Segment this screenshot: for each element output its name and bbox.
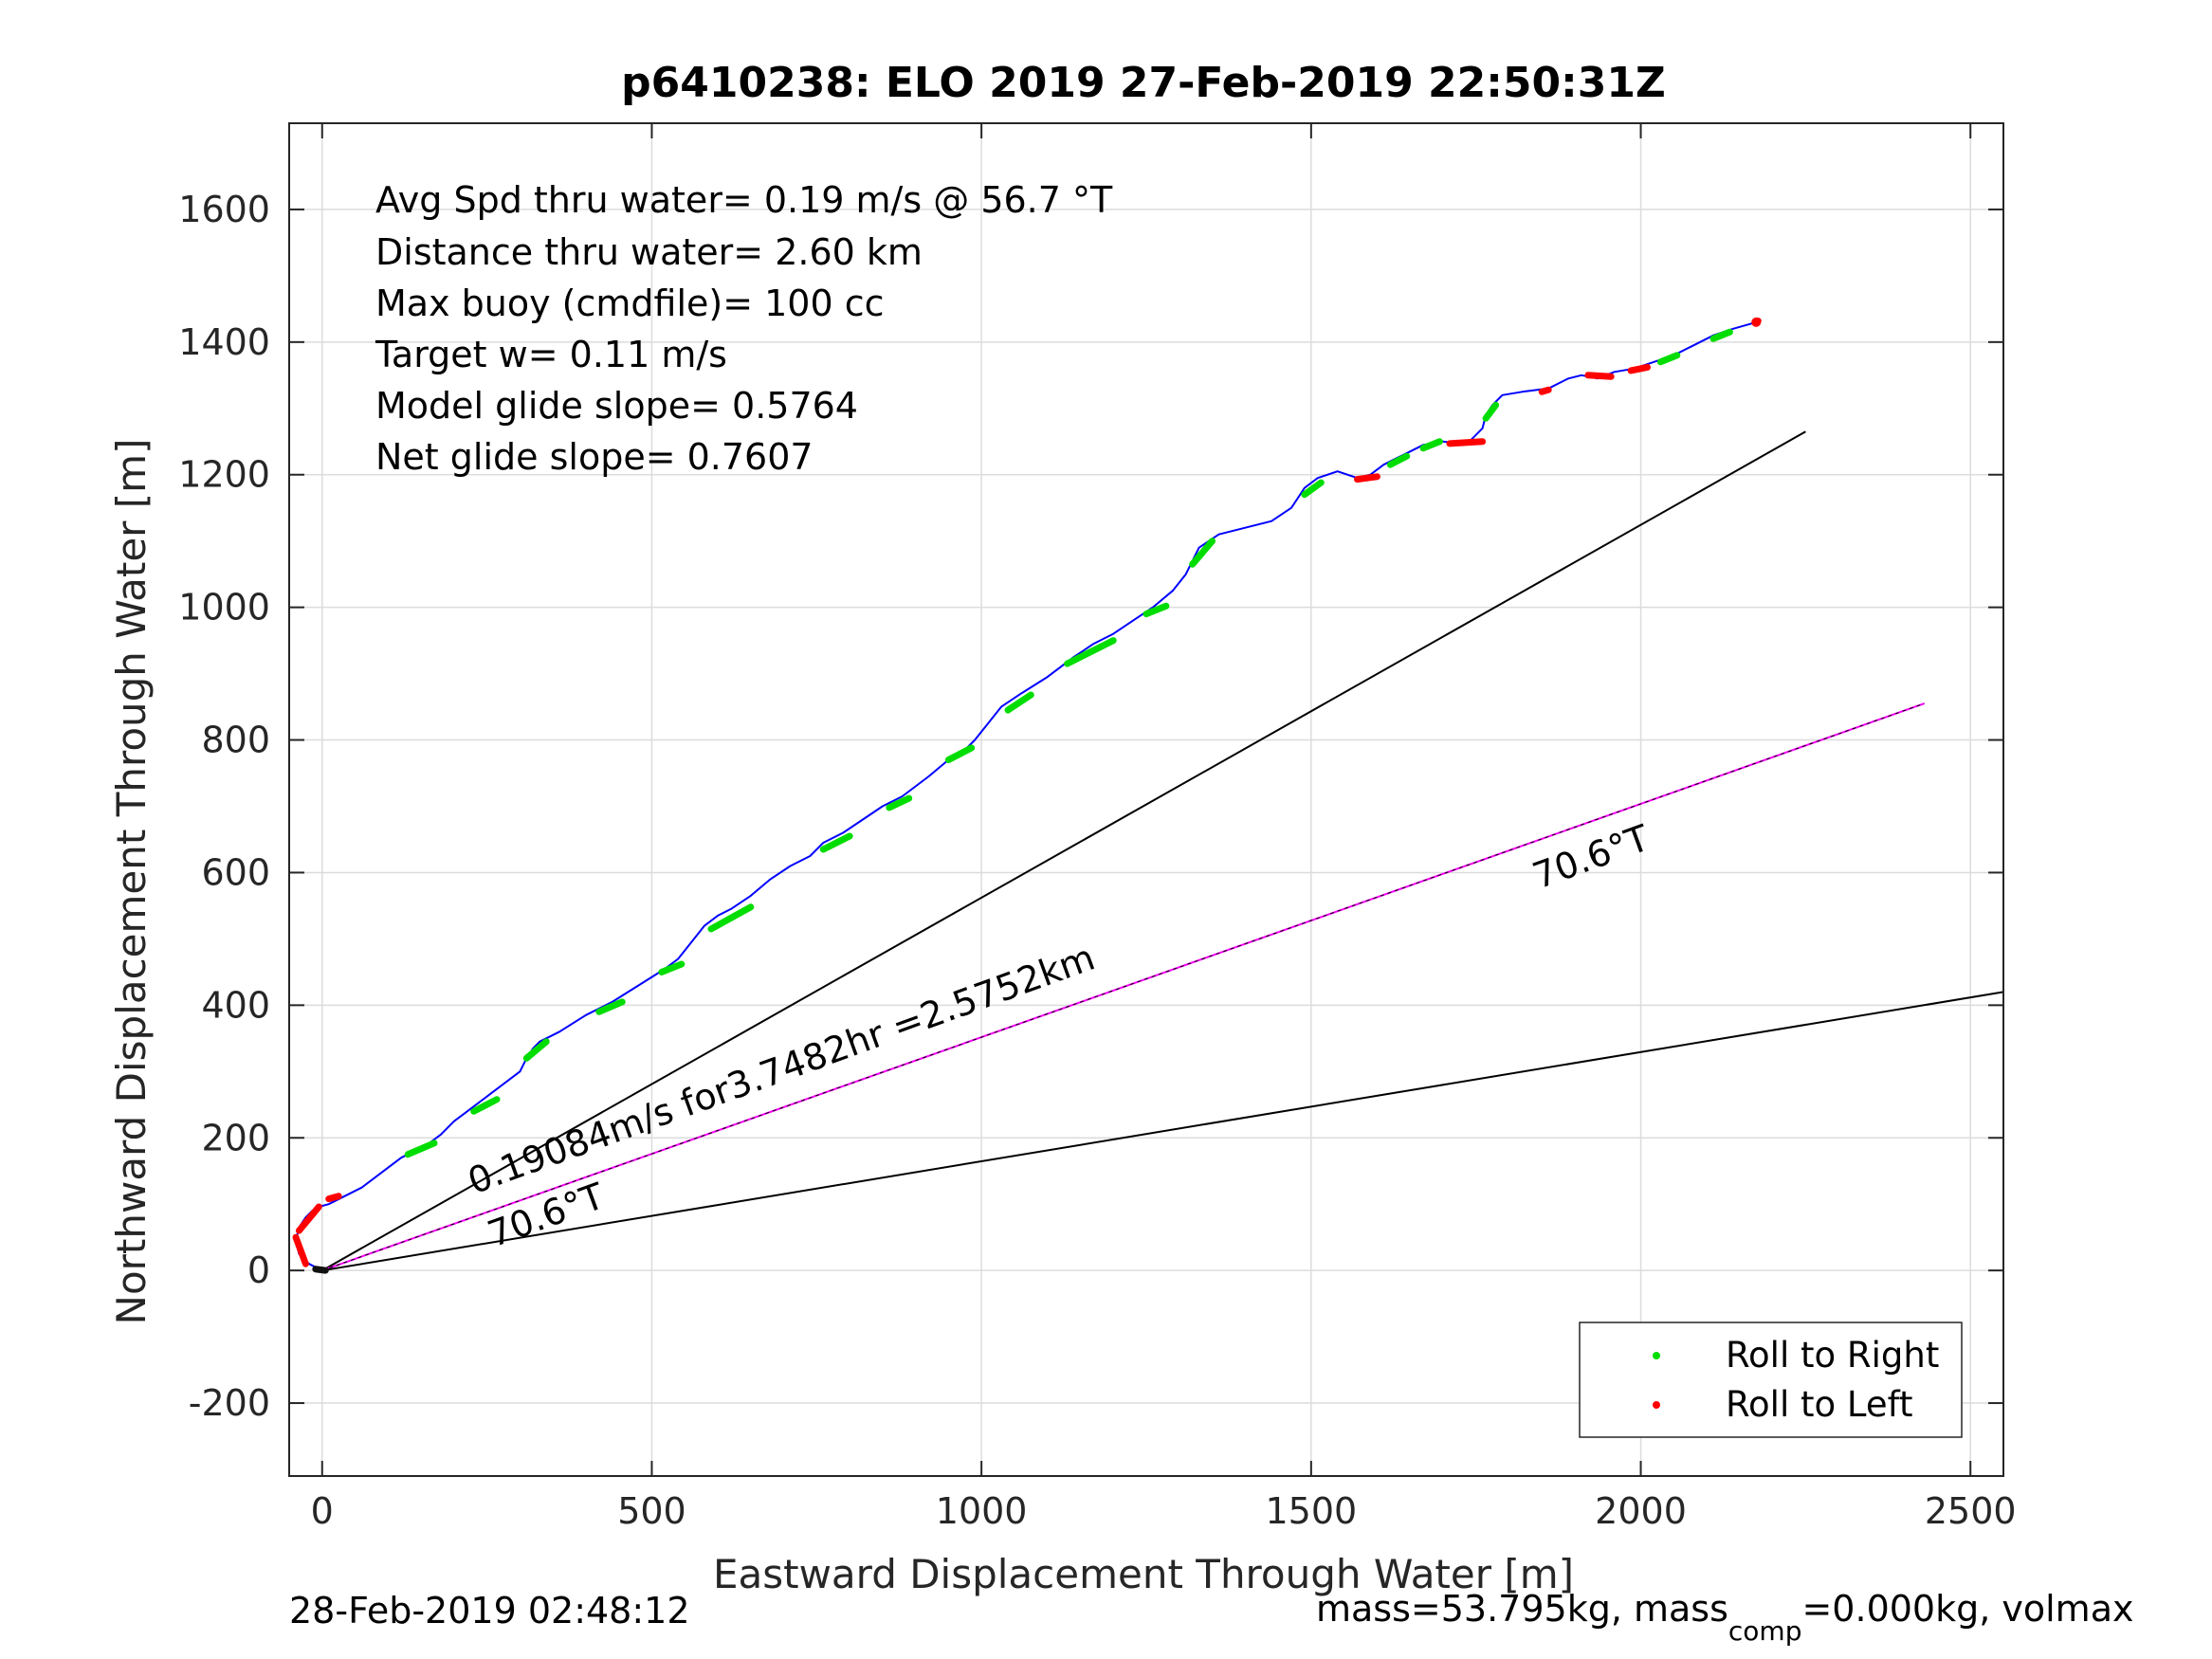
roll-left-marker-segment (1446, 438, 1487, 447)
roll-right-marker-segment (658, 960, 686, 975)
y-tick-label: -200 (189, 1382, 270, 1424)
y-tick-label: 0 (247, 1249, 270, 1291)
x-axis-label: Eastward Displacement Through Water [m] (713, 1551, 1574, 1597)
axes-box (288, 122, 2004, 1477)
x-tick-label: 1000 (936, 1490, 1028, 1532)
roll-left-marker-segment (292, 1233, 309, 1267)
footer-mass-sub: comp (1728, 1615, 1802, 1647)
x-tick-label: 500 (617, 1490, 686, 1532)
roll-right-marker-segment (1419, 438, 1443, 452)
roll-left-marker-segment (1627, 363, 1651, 374)
roll-left-marker-segment (1584, 372, 1615, 380)
roll-right-marker-segment (944, 744, 976, 763)
roll-left-marker-segment (295, 1203, 322, 1234)
y-tick-label: 1600 (178, 189, 270, 230)
roll-right-marker-segment (819, 832, 853, 853)
y-tick-label: 800 (201, 720, 270, 761)
roll-right-marker-segment (707, 903, 755, 933)
roll-right-marker-segment (1656, 352, 1681, 366)
footer-mass-info: mass=53.795kg, masscomp=0.000kg, volmax (1316, 1588, 2133, 1647)
y-tick-label: 1200 (178, 454, 270, 496)
chart-title: p6410238: ELO 2019 27-Feb-2019 22:50:31Z (621, 59, 1666, 107)
info-line-max-buoy: Max buoy (cmdfile)= 100 cc (375, 283, 885, 324)
roll-right-marker-segment (1189, 538, 1216, 568)
plot-area (289, 123, 2003, 1476)
info-line-model-glide: Model glide slope= 0.5764 (375, 385, 858, 427)
roll-right-marker-segment (1301, 479, 1325, 499)
y-tick-label: 600 (201, 851, 270, 893)
roll-right-marker-segment (522, 1038, 550, 1062)
roll-right-marker-segment (1709, 328, 1733, 342)
info-line-avg-speed: Avg Spd thru water= 0.19 m/s @ 56.7 °T (375, 179, 1113, 221)
legend-marker-roll-left (1653, 1401, 1660, 1409)
x-tick-label: 0 (311, 1490, 334, 1532)
x-tick-label: 2000 (1595, 1490, 1687, 1532)
y-tick-label: 400 (201, 984, 270, 1026)
info-block: Avg Spd thru water= 0.19 m/s @ 56.7 °T D… (375, 179, 1113, 478)
start-marker-segment (312, 1266, 329, 1274)
ticks: 0 500 1000 1500 2000 2500 -200 0 200 400 600 800 100… (178, 122, 2017, 1532)
series-line-magenta-overlay (321, 702, 1925, 1271)
legend-marker-roll-right (1653, 1352, 1660, 1359)
roll-right-marker-segment (1064, 637, 1117, 667)
roll-right-marker-segment (404, 1139, 438, 1158)
roll-right-marker-segment (595, 998, 626, 1015)
roll-left-marker-segment (1354, 473, 1380, 483)
y-tick-label: 1400 (178, 321, 270, 363)
plot-background (289, 123, 2003, 1476)
x-tick-label: 1500 (1265, 1490, 1357, 1532)
roll-left-marker-segment (1538, 386, 1552, 395)
x-tick-label: 2500 (1925, 1490, 2017, 1532)
legend: Roll to Right Roll to Left (1579, 1322, 1963, 1438)
legend-box (1579, 1322, 1963, 1438)
info-line-net-glide: Net glide slope= 0.7607 (375, 436, 814, 478)
footer-mass-tail: =0.000kg, volmax (1801, 1588, 2133, 1630)
series-layer (292, 317, 2003, 1274)
roll-right-marker-segment (1143, 602, 1170, 618)
roll-right-marker-segment (1004, 691, 1034, 714)
roll-right-marker-segment (1386, 452, 1411, 468)
roll-right-marker-segment (470, 1096, 501, 1115)
grid (289, 123, 2003, 1476)
end-point-marker (1751, 317, 1762, 327)
y-tick-label: 200 (201, 1117, 270, 1158)
roll-right-marker-segment (1482, 401, 1500, 422)
legend-label-roll-right: Roll to Right (1726, 1335, 1939, 1376)
info-line-target-w: Target w= 0.11 m/s (375, 334, 727, 375)
y-tick-label: 1000 (178, 587, 270, 629)
footer-mass-main: mass=53.795kg, mass (1316, 1588, 1728, 1630)
series-line-model-black (321, 430, 1806, 1272)
legend-label-roll-left: Roll to Left (1726, 1384, 1913, 1425)
footer-timestamp: 28-Feb-2019 02:48:12 (289, 1590, 690, 1632)
info-line-distance: Distance thru water= 2.60 km (375, 231, 923, 273)
roll-right-marker-segment (886, 794, 913, 811)
series-line-lower-black (321, 991, 2003, 1272)
roll-left-marker-segment (325, 1193, 342, 1203)
y-axis-label: Northward Displacement Through Water [m] (108, 439, 155, 1325)
